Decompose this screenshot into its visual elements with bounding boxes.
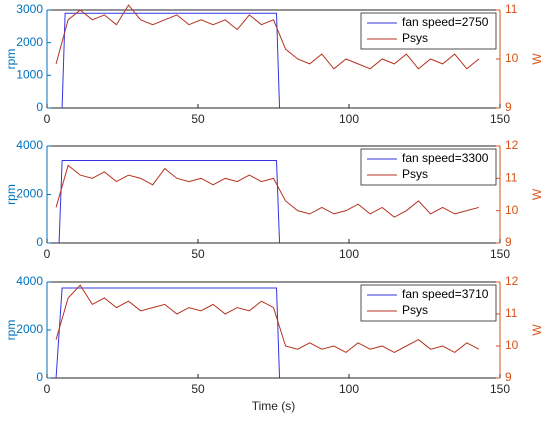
legend-box xyxy=(360,284,497,322)
x-tick-label: 150 xyxy=(490,247,510,261)
y-axis-label: rpm xyxy=(4,184,18,205)
x-tick-label: 100 xyxy=(339,247,359,261)
y2-tick-label: 10 xyxy=(505,338,519,352)
legend-box xyxy=(360,12,497,50)
y2-axis-label: W xyxy=(530,324,544,336)
x-tick-label: 150 xyxy=(490,112,510,126)
y-tick-label: 0 xyxy=(36,100,43,114)
y-tick-label: 2000 xyxy=(16,187,43,201)
x-tick-label: 0 xyxy=(44,112,51,126)
y-axis-label: rpm xyxy=(4,320,18,341)
y-tick-label: 0 xyxy=(36,370,43,384)
series-line xyxy=(58,160,281,244)
y2-tick-label: 9 xyxy=(505,370,512,384)
x-tick-label: 100 xyxy=(339,382,359,396)
y-tick-label: 3000 xyxy=(16,2,43,16)
y-tick-label: 0 xyxy=(36,235,43,249)
y2-axis-label: W xyxy=(530,53,544,65)
legend-label: fan speed=3710 xyxy=(402,287,489,301)
y2-tick-label: 11 xyxy=(505,306,518,320)
y-tick-label: 2000 xyxy=(16,35,43,49)
legend-label: fan speed=2750 xyxy=(402,15,489,29)
legend-label: Psys xyxy=(402,31,428,45)
y-axis-label: rpm xyxy=(4,49,18,70)
x-tick-label: 0 xyxy=(44,382,51,396)
series-line xyxy=(55,164,479,218)
legend-label: fan speed=3300 xyxy=(402,151,489,165)
legend-label: Psys xyxy=(402,167,428,181)
series-line xyxy=(55,287,281,379)
y2-tick-label: 9 xyxy=(505,235,512,249)
series-line xyxy=(55,4,480,70)
y2-tick-label: 10 xyxy=(505,203,519,217)
y2-tick-label: 11 xyxy=(505,2,518,16)
x-tick-label: 0 xyxy=(44,247,51,261)
x-tick-label: 150 xyxy=(490,382,510,396)
legend-box xyxy=(360,148,497,186)
x-axis-label: Time (s) xyxy=(252,399,296,413)
y2-tick-label: 9 xyxy=(505,100,512,114)
y-tick-label: 2000 xyxy=(16,322,43,336)
legend-label: Psys xyxy=(402,303,428,317)
series-line xyxy=(61,12,281,109)
y2-tick-label: 12 xyxy=(505,274,519,288)
y-tick-label: 4000 xyxy=(16,138,43,152)
y-tick-label: 4000 xyxy=(16,274,43,288)
y2-tick-label: 10 xyxy=(505,51,519,65)
y2-axis-label: W xyxy=(530,188,544,200)
x-tick-label: 50 xyxy=(191,247,205,261)
x-tick-label: 50 xyxy=(191,382,205,396)
y2-tick-label: 11 xyxy=(505,171,518,185)
x-tick-label: 100 xyxy=(339,112,359,126)
y-tick-label: 1000 xyxy=(16,68,43,82)
series-line xyxy=(55,284,480,353)
x-tick-label: 50 xyxy=(191,112,205,126)
y2-tick-label: 12 xyxy=(505,138,519,152)
